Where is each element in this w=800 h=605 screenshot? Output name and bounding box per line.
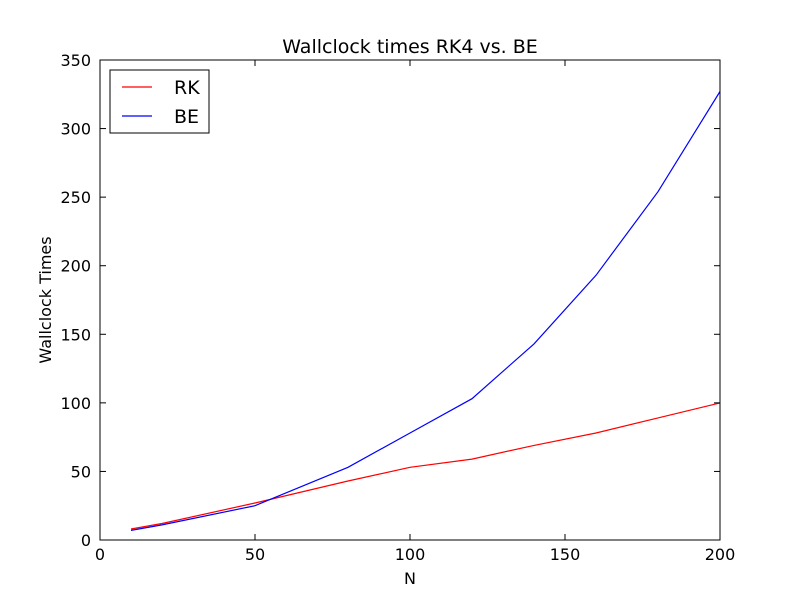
y-tick-label: 100 bbox=[60, 394, 91, 413]
legend-label-rk: RK bbox=[174, 77, 200, 99]
y-tick-label: 300 bbox=[60, 120, 91, 139]
y-tick-label: 150 bbox=[60, 325, 91, 344]
y-axis-label: Wallclock Times bbox=[36, 236, 55, 363]
series-line-rk bbox=[130, 402, 721, 530]
y-tick-label: 250 bbox=[60, 188, 91, 207]
series-layer bbox=[130, 91, 721, 531]
plot-frame bbox=[99, 59, 721, 541]
x-tick-label: 0 bbox=[95, 545, 105, 564]
chart-title: Wallclock times RK4 vs. BE bbox=[282, 36, 538, 58]
legend-label-be: BE bbox=[174, 106, 199, 128]
y-tick-label: 350 bbox=[60, 51, 91, 70]
x-axis-label: N bbox=[404, 569, 416, 588]
legend: RK BE bbox=[109, 69, 210, 134]
y-tick-label: 50 bbox=[71, 462, 91, 481]
legend-box bbox=[109, 69, 210, 134]
x-tick-label: 100 bbox=[395, 545, 426, 564]
y-tick-label: 0 bbox=[81, 531, 91, 550]
series-line-be bbox=[130, 91, 721, 531]
y-tick-label: 200 bbox=[60, 257, 91, 276]
x-tick-label: 200 bbox=[705, 545, 736, 564]
ticks-layer: 0 50 100 150 200 0 50 100 150 200 250 300 350 bbox=[60, 51, 735, 564]
x-tick-label: 150 bbox=[550, 545, 581, 564]
x-tick-label: 50 bbox=[245, 545, 265, 564]
